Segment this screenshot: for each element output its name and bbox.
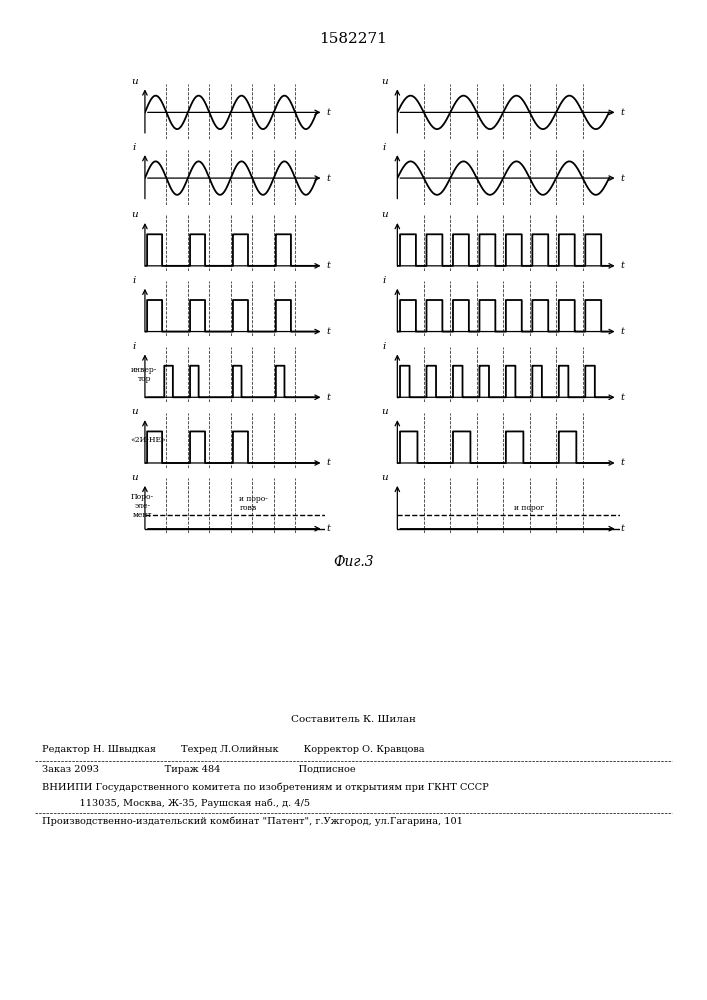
- Text: u: u: [381, 210, 388, 219]
- Text: u: u: [381, 407, 388, 416]
- Text: Производственно-издательский комбинат "Патент", г.Ужгород, ул.Гагарина, 101: Производственно-издательский комбинат "П…: [42, 817, 463, 826]
- Text: 1582271: 1582271: [320, 32, 387, 46]
- Text: i: i: [383, 342, 386, 351]
- Text: 113035, Москва, Ж-35, Раушская наб., д. 4/5: 113035, Москва, Ж-35, Раушская наб., д. …: [42, 799, 310, 808]
- Text: и порог: и порог: [514, 504, 544, 512]
- Text: i: i: [383, 143, 386, 152]
- Text: i: i: [383, 276, 386, 285]
- Text: t: t: [621, 327, 624, 336]
- Text: Поро-
эле-
мент: Поро- эле- мент: [131, 493, 154, 519]
- Text: u: u: [381, 473, 388, 482]
- Text: i: i: [133, 342, 136, 351]
- Text: Заказ 2093                     Тираж 484                         Подписное: Заказ 2093 Тираж 484 Подписное: [42, 765, 356, 774]
- Text: i: i: [133, 276, 136, 285]
- Text: t: t: [326, 261, 330, 270]
- Text: Редактор Н. Швыдкая        Техред Л.Олийнык        Корректор О. Кравцова: Редактор Н. Швыдкая Техред Л.Олийнык Кор…: [42, 745, 425, 754]
- Text: t: t: [326, 174, 330, 183]
- Text: t: t: [621, 458, 624, 467]
- Text: u: u: [132, 77, 138, 86]
- Text: u: u: [132, 210, 138, 219]
- Text: Составитель К. Шилан: Составитель К. Шилан: [291, 715, 416, 724]
- Text: t: t: [326, 458, 330, 467]
- Text: t: t: [621, 393, 624, 402]
- Text: «2И-НЕ»: «2И-НЕ»: [131, 436, 167, 444]
- Text: u: u: [132, 473, 138, 482]
- Text: t: t: [326, 327, 330, 336]
- Text: и поро-
говв: и поро- говв: [240, 495, 268, 512]
- Text: ВНИИПИ Государственного комитета по изобретениям и открытиям при ГКНТ СССР: ВНИИПИ Государственного комитета по изоб…: [42, 783, 489, 792]
- Text: i: i: [133, 143, 136, 152]
- Text: t: t: [326, 393, 330, 402]
- Text: u: u: [132, 407, 138, 416]
- Text: u: u: [381, 77, 388, 86]
- Text: t: t: [326, 108, 330, 117]
- Text: Фиг.3: Фиг.3: [333, 555, 374, 569]
- Text: t: t: [326, 524, 330, 533]
- Text: t: t: [621, 174, 624, 183]
- Text: t: t: [621, 108, 624, 117]
- Text: инвер-
тор: инвер- тор: [131, 366, 157, 383]
- Text: t: t: [621, 524, 624, 533]
- Text: t: t: [621, 261, 624, 270]
